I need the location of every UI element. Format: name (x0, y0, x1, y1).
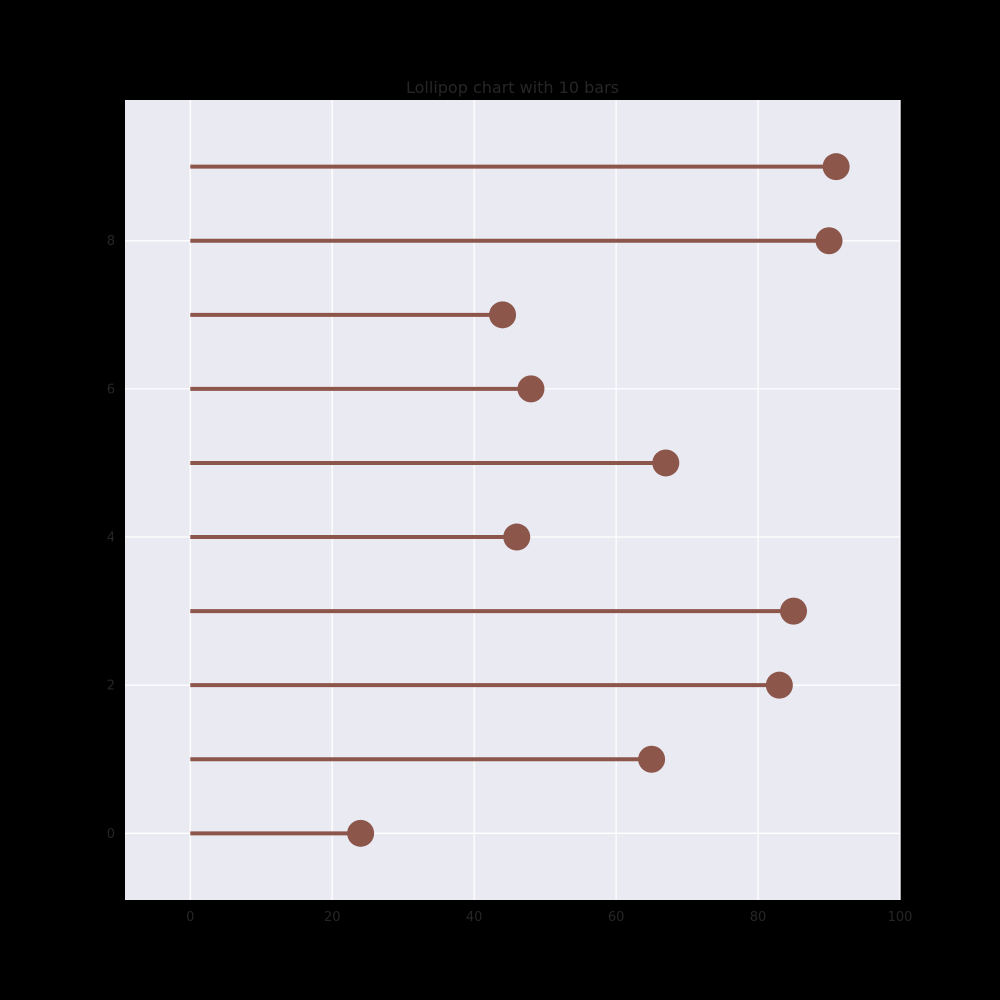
lollipop-marker (638, 745, 666, 773)
lollipop-marker (822, 153, 850, 181)
lollipop-marker (517, 375, 545, 403)
lollipop-marker (815, 227, 843, 255)
y-tick-label: 8 (107, 234, 115, 249)
y-axis-ticks: 0 2 4 6 8 (107, 234, 115, 842)
x-tick-label: 100 (888, 910, 913, 925)
y-tick-label: 4 (107, 531, 115, 546)
x-tick-label: 80 (750, 910, 767, 925)
markers (347, 153, 850, 847)
lollipop-marker (780, 597, 808, 625)
stems (190, 164, 837, 836)
x-tick-label: 20 (324, 910, 341, 925)
x-tick-label: 0 (186, 910, 194, 925)
y-tick-label: 0 (107, 827, 115, 842)
lollipop-marker (489, 301, 517, 329)
y-tick-label: 6 (107, 382, 115, 397)
lollipop-marker (347, 819, 375, 847)
chart-title: Lollipop chart with 10 bars (406, 78, 619, 97)
lollipop-marker (652, 449, 680, 477)
x-tick-label: 60 (608, 910, 625, 925)
plot-area (125, 100, 900, 900)
lollipop-marker (503, 523, 531, 551)
x-tick-label: 40 (466, 910, 483, 925)
y-tick-label: 2 (107, 679, 115, 694)
x-axis-ticks: 0 20 40 60 80 100 (186, 910, 912, 925)
lollipop-marker (765, 671, 793, 699)
